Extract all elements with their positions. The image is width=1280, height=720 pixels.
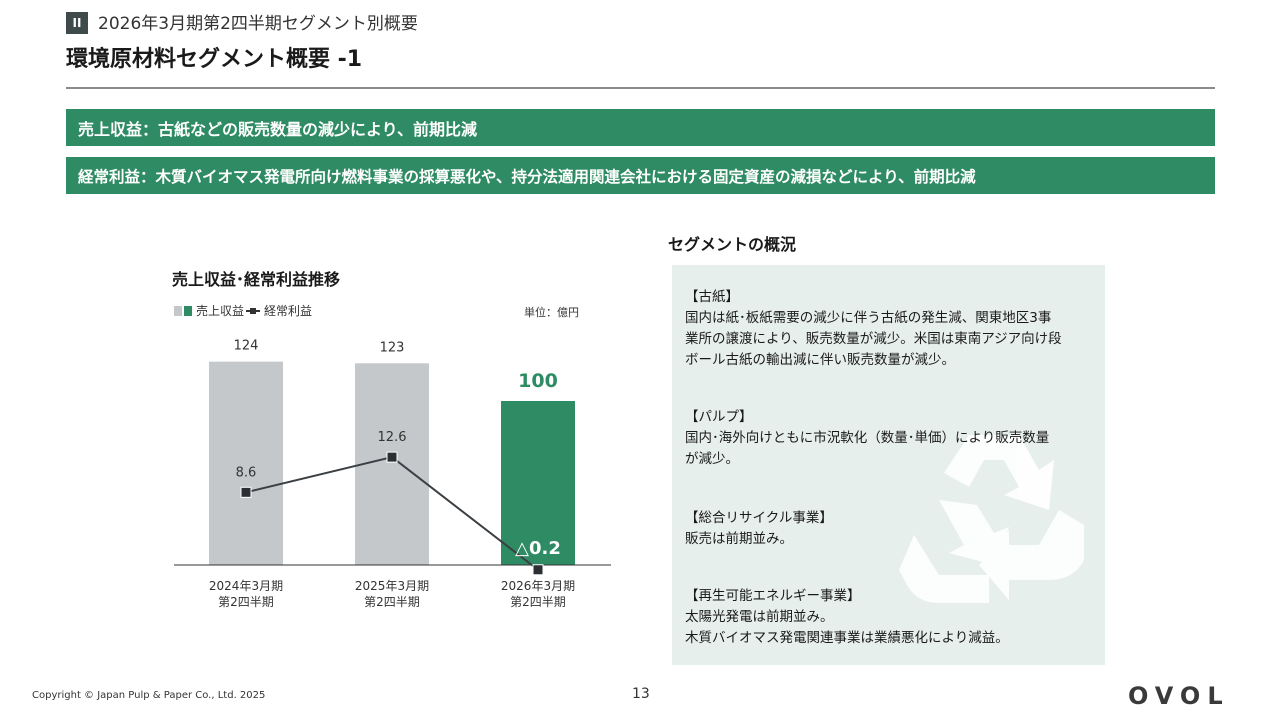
overview-section-pulp: 【パルプ】 国内･海外向けともに市況軟化（数量･単価）により販売数量 が減少。: [685, 407, 1095, 470]
section-heading: 【総合リサイクル事業】: [685, 510, 833, 526]
category-label: 2026年3月期: [501, 579, 575, 593]
revenue-profit-chart: 124 1231008.612.6△0.22024年3月期第2四半期2025年3月…: [174, 339, 611, 609]
page-title: 環境原材料セグメント概要 -1: [66, 47, 363, 72]
section-line: 業所の譲渡により、販売数量が減少。米国は東南アジア向け段: [685, 331, 1062, 347]
recycle-icon: [899, 435, 1084, 603]
chart-unit: 単位：億円: [524, 306, 579, 319]
profit-point: [240, 486, 252, 498]
profit-label: 8.6: [236, 465, 257, 480]
revenue-summary-text: 売上収益：古紙などの販売数量の減少により、前期比減: [78, 119, 478, 139]
title-divider: [66, 87, 1215, 89]
profit-point: [532, 564, 544, 576]
section-heading: 【再生可能エネルギー事業】: [685, 588, 861, 604]
revenue-bar: [355, 363, 429, 565]
section-line: ボール古紙の輸出減に伴い販売数量が減少。: [685, 352, 955, 368]
category-label: 2024年3月期: [209, 579, 283, 593]
category-label: 2025年3月期: [355, 579, 429, 593]
profit-label: 12.6: [378, 430, 407, 445]
section-line: 販売は前期並み。: [685, 531, 793, 547]
legend-revenue-label: 売上収益: [196, 304, 245, 318]
profit-label: △0.2: [515, 538, 561, 559]
section-line: 太陽光発電は前期並み。: [685, 609, 834, 625]
revenue-summary-bar: 売上収益：古紙などの販売数量の減少により、前期比減: [66, 109, 1215, 146]
revenue-bar: [501, 401, 575, 565]
overview-section-energy: 【再生可能エネルギー事業】 太陽光発電は前期並み。 木質バイオマス発電関連事業は…: [685, 586, 1095, 649]
category-label: 第2四半期: [218, 595, 274, 609]
revenue-bar: [209, 361, 283, 565]
section-heading: 【パルプ】: [685, 409, 753, 425]
section-line: 国内･海外向けともに市況軟化（数量･単価）により販売数量: [685, 430, 1050, 446]
ovol-logo: OVOL: [1128, 682, 1230, 710]
legend-line-marker: [246, 307, 261, 314]
section-badge: II: [66, 12, 88, 34]
section-line: 国内は紙･板紙需要の減少に伴う古紙の発生減、関東地区3事: [685, 310, 1052, 326]
section-line: 木質バイオマス発電関連事業は業績悪化により減益。: [685, 630, 1009, 646]
section-title: 2026年3月期第2四半期セグメント別概要: [98, 14, 418, 34]
chart-legend: 売上収益 経常利益: [174, 302, 312, 319]
revenue-label: 124: [234, 339, 259, 354]
revenue-label: 123: [380, 340, 405, 355]
legend-swatch-gray: [174, 305, 182, 316]
category-label: 第2四半期: [364, 595, 420, 609]
chart-title: 売上収益･経常利益推移: [172, 270, 341, 289]
category-label: 第2四半期: [510, 595, 566, 609]
legend-profit-label: 経常利益: [264, 304, 313, 318]
overview-section-recycle: 【総合リサイクル事業】 販売は前期並み。: [685, 508, 1095, 550]
section-heading: 【古紙】: [685, 289, 739, 305]
section-line: が減少。: [685, 451, 739, 467]
profit-summary-text: 経常利益：木質バイオマス発電所向け燃料事業の採算悪化や、持分法適用関連会社におけ…: [78, 167, 976, 186]
copyright: Copyright © Japan Pulp & Paper Co., Ltd.…: [32, 690, 266, 701]
profit-summary-bar: 経常利益：木質バイオマス発電所向け燃料事業の採算悪化や、持分法適用関連会社におけ…: [66, 157, 1215, 194]
legend-swatch-green: [184, 305, 192, 316]
overview-panel: 【古紙】 国内は紙･板紙需要の減少に伴う古紙の発生減、関東地区3事 業所の譲渡に…: [672, 265, 1105, 665]
page-number: 13: [632, 686, 650, 702]
overview-section-kosi: 【古紙】 国内は紙･板紙需要の減少に伴う古紙の発生減、関東地区3事 業所の譲渡に…: [685, 287, 1095, 371]
profit-point: [386, 451, 398, 463]
revenue-label: 100: [518, 370, 558, 392]
overview-title: セグメントの概況: [668, 235, 797, 254]
